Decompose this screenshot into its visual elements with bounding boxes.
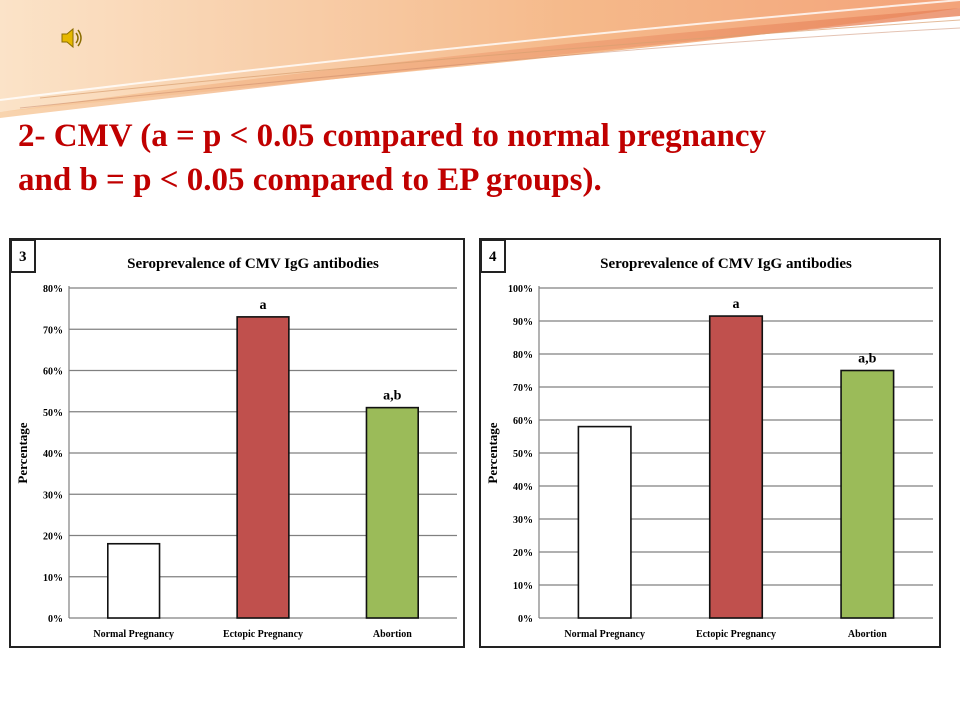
bar-annotation: a,b xyxy=(858,352,877,367)
y-tick-label: 100% xyxy=(508,284,533,295)
y-tick-label: 10% xyxy=(513,581,533,592)
y-tick-label: 20% xyxy=(43,532,63,543)
y-tick-label: 0% xyxy=(48,614,63,625)
decorative-swoosh-header xyxy=(0,0,960,118)
y-tick-label: 30% xyxy=(43,490,63,501)
y-tick-label: 40% xyxy=(43,449,63,460)
y-axis-label: Percentage xyxy=(15,422,30,483)
x-tick-label: Abortion xyxy=(848,629,887,640)
y-axis-label: Percentage xyxy=(485,422,500,483)
panel-label-box xyxy=(11,240,36,273)
y-tick-label: 0% xyxy=(518,614,533,625)
bar-abortion xyxy=(840,369,895,619)
y-tick-label: 50% xyxy=(43,408,63,419)
bar-ectopic-pregnancy xyxy=(236,316,290,619)
chart-panel-3: 3 Seroprevalence of CMV IgG antibodies 0% 1… xyxy=(9,238,465,648)
bar-ectopic-pregnancy xyxy=(708,315,764,619)
y-tick-label: 80% xyxy=(513,350,533,361)
panel-label: 4 xyxy=(489,249,497,265)
y-tick-label: 80% xyxy=(43,284,63,295)
x-tick-label: Ectopic Pregnancy xyxy=(696,629,776,640)
y-tick-label: 70% xyxy=(43,325,63,336)
bar-chart-4: 4 Seroprevalence of CMV IgG antibodies 0% 1… xyxy=(481,240,933,640)
x-tick-label: Ectopic Pregnancy xyxy=(223,629,303,640)
slide-title: 2- CMV (a = p < 0.05 compared to normal … xyxy=(18,114,943,202)
y-tick-label: 10% xyxy=(43,573,63,584)
y-tick-label: 60% xyxy=(513,416,533,427)
x-tick-label: Normal Pregnancy xyxy=(93,629,174,640)
speaker-icon[interactable] xyxy=(58,24,86,52)
x-tick-label: Abortion xyxy=(373,629,412,640)
y-tick-label: 90% xyxy=(513,317,533,328)
bar-annotation: a,b xyxy=(383,389,402,404)
bar-normal-pregnancy xyxy=(107,542,161,619)
bar-abortion xyxy=(365,406,420,619)
slide-title-line-2: and b = p < 0.05 compared to EP groups). xyxy=(18,162,602,198)
bar-chart-3: 3 Seroprevalence of CMV IgG antibodies 0% 1… xyxy=(11,240,457,640)
bar-normal-pregnancy xyxy=(577,425,632,619)
y-tick-label: 50% xyxy=(513,449,533,460)
panel-label-box xyxy=(481,240,506,273)
y-tick-label: 40% xyxy=(513,482,533,493)
y-tick-label: 60% xyxy=(43,367,63,378)
panel-label: 3 xyxy=(19,249,27,265)
x-tick-label: Normal Pregnancy xyxy=(564,629,645,640)
bar-annotation: a xyxy=(260,298,267,313)
slide-title-line-1: 2- CMV (a = p < 0.05 compared to normal … xyxy=(18,118,766,154)
bar-annotation: a xyxy=(733,297,740,312)
y-tick-label: 20% xyxy=(513,548,533,559)
chart-panel-4: 4 Seroprevalence of CMV IgG antibodies 0% 1… xyxy=(479,238,941,648)
chart-title: Seroprevalence of CMV IgG antibodies xyxy=(600,256,852,272)
y-tick-label: 70% xyxy=(513,383,533,394)
y-tick-label: 30% xyxy=(513,515,533,526)
chart-title: Seroprevalence of CMV IgG antibodies xyxy=(127,256,379,272)
